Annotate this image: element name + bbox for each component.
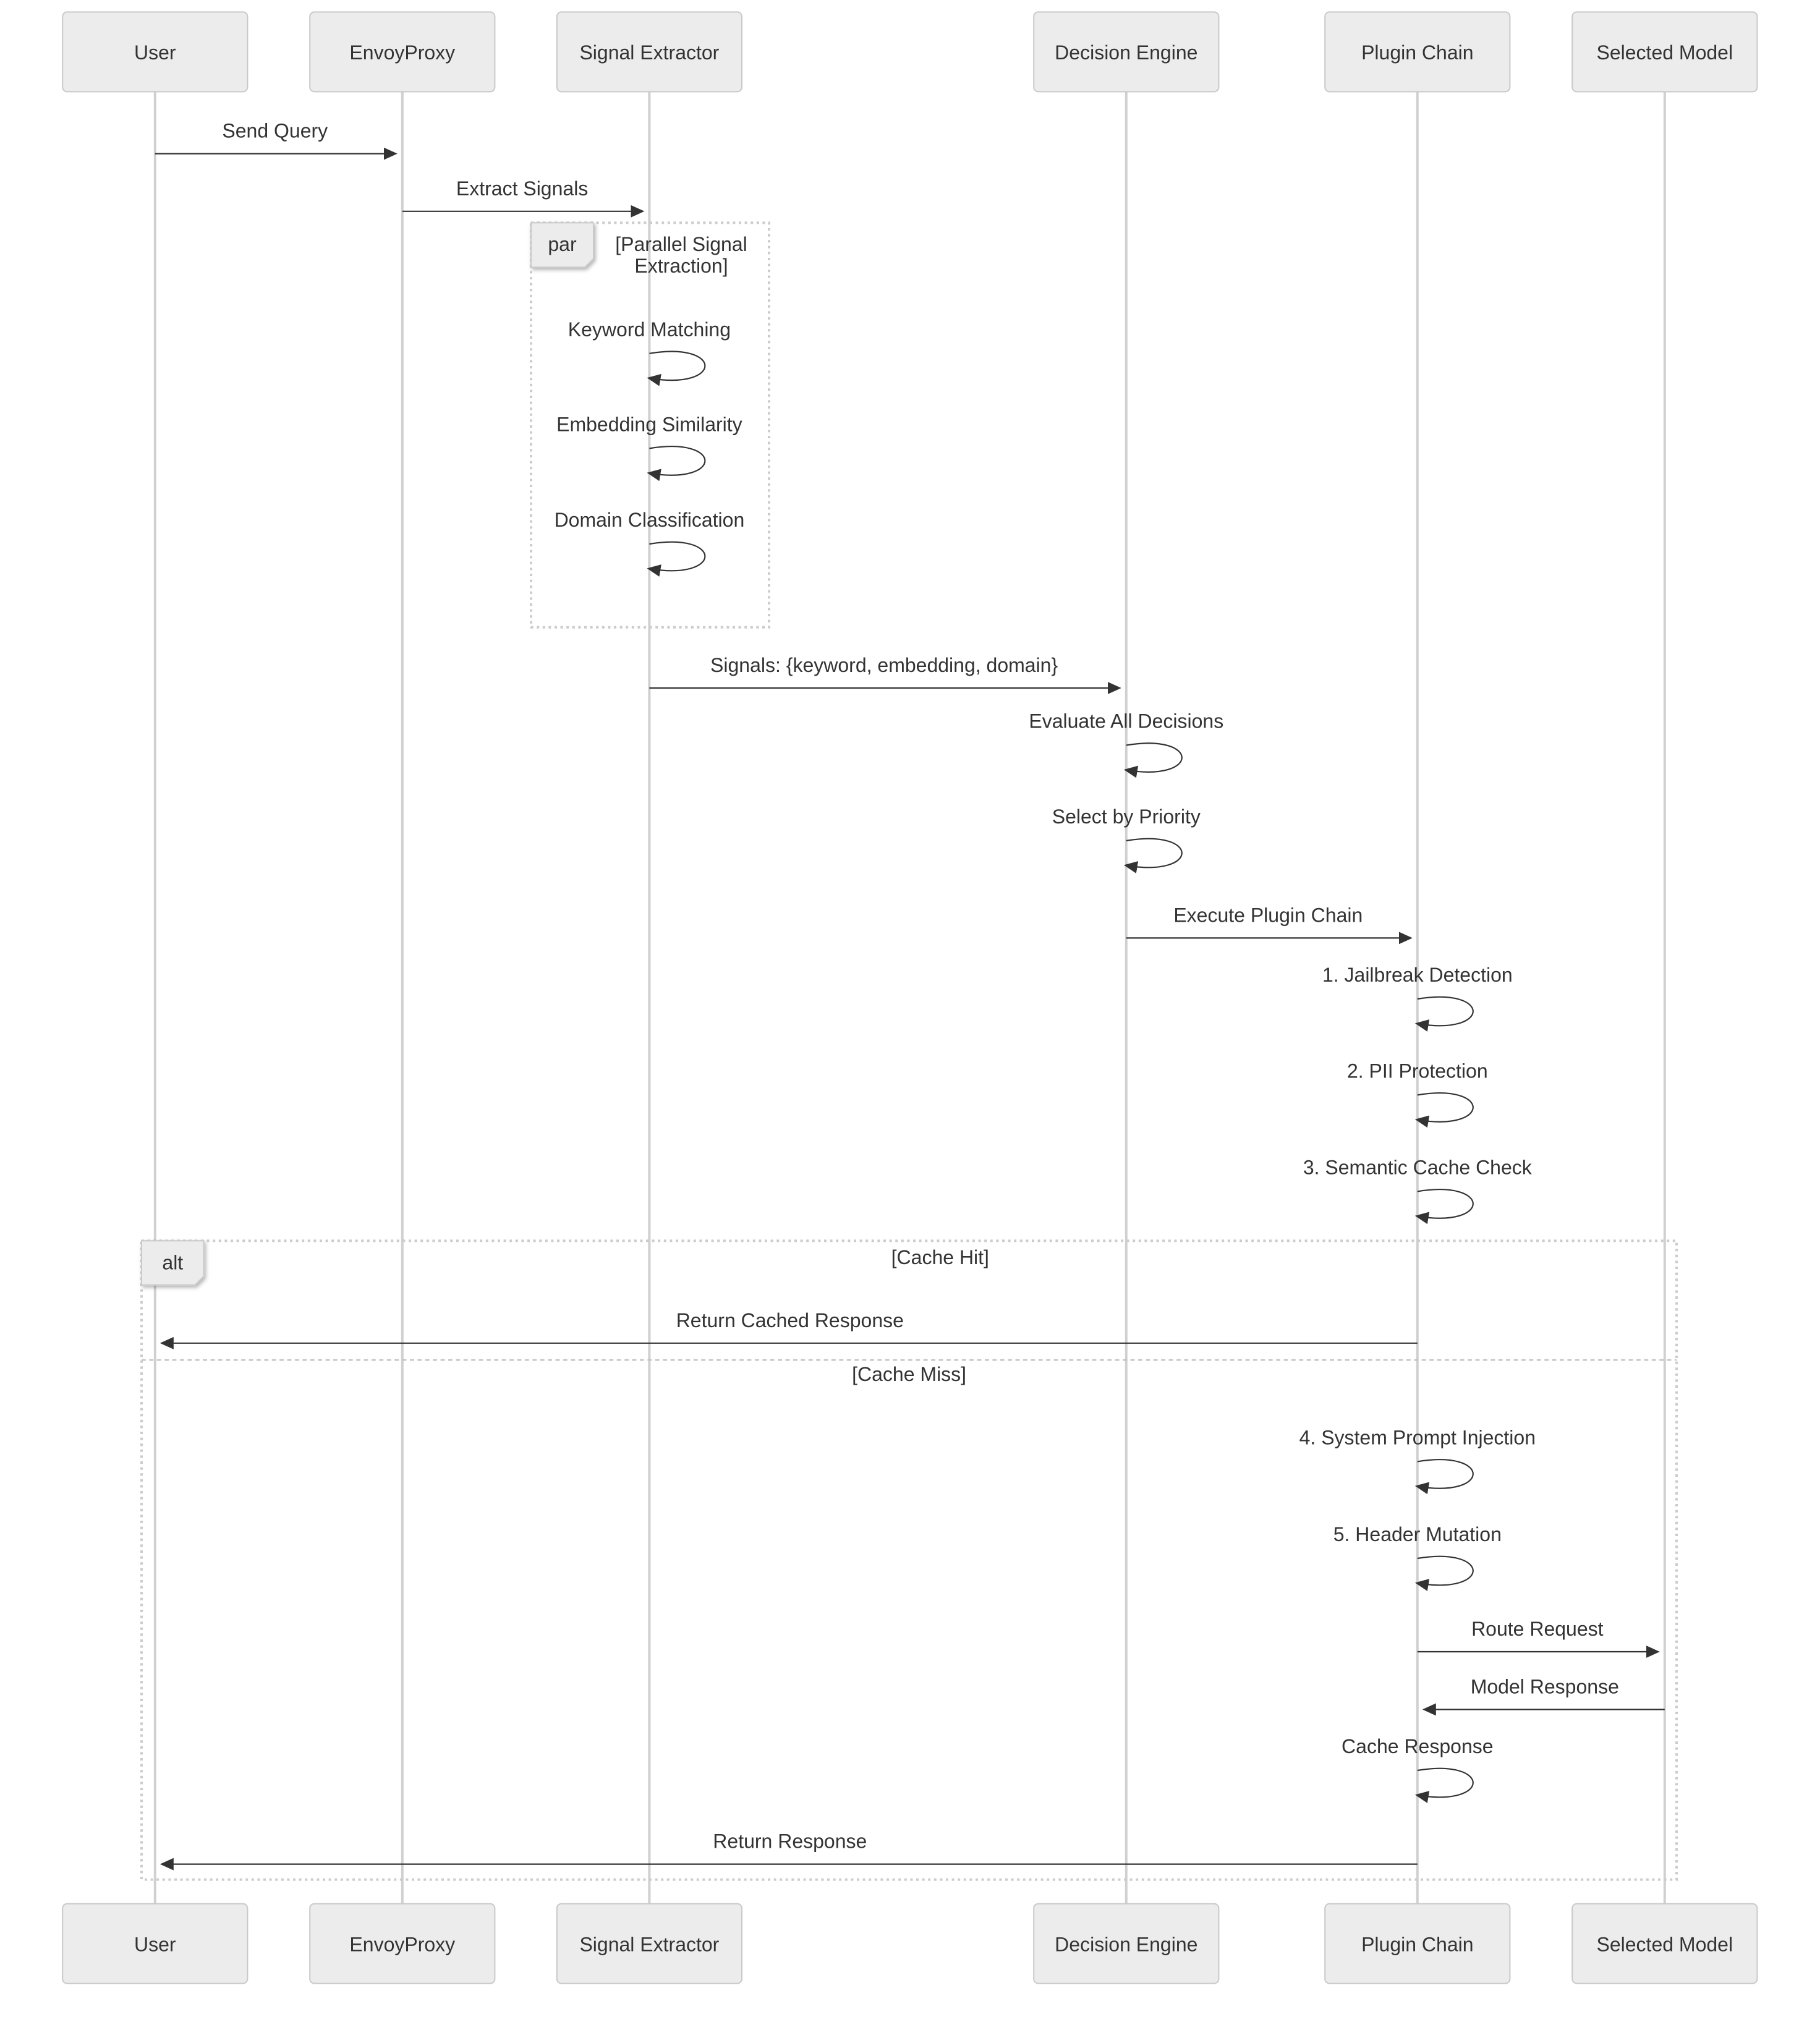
svg-text:4. System Prompt Injection: 4. System Prompt Injection [1299, 1426, 1536, 1448]
svg-text:par: par [548, 233, 577, 255]
svg-text:Plugin Chain: Plugin Chain [1361, 41, 1473, 64]
svg-text:Selected Model: Selected Model [1597, 41, 1733, 64]
svg-text:5. Header Mutation: 5. Header Mutation [1333, 1523, 1502, 1545]
svg-text:Embedding Similarity: Embedding Similarity [556, 413, 742, 435]
svg-text:Return Cached Response: Return Cached Response [676, 1309, 904, 1332]
svg-text:Evaluate All Decisions: Evaluate All Decisions [1029, 710, 1223, 733]
svg-text:Route Request: Route Request [1471, 1618, 1604, 1640]
svg-text:Decision Engine: Decision Engine [1055, 1933, 1197, 1955]
svg-text:[Parallel Signal: [Parallel Signal [615, 233, 747, 255]
svg-text:alt: alt [162, 1252, 183, 1274]
svg-text:Send Query: Send Query [222, 120, 328, 142]
svg-text:1. Jailbreak Detection: 1. Jailbreak Detection [1322, 964, 1513, 986]
svg-text:3. Semantic Cache Check: 3. Semantic Cache Check [1303, 1156, 1533, 1178]
svg-text:EnvoyProxy: EnvoyProxy [349, 41, 455, 64]
svg-text:EnvoyProxy: EnvoyProxy [349, 1933, 455, 1955]
svg-text:Return Response: Return Response [713, 1830, 867, 1853]
svg-text:2. PII Protection: 2. PII Protection [1347, 1060, 1488, 1082]
svg-text:Signals: {keyword, embedding,: Signals: {keyword, embedding, domain} [710, 654, 1058, 676]
svg-text:Extract Signals: Extract Signals [456, 177, 588, 200]
svg-text:Extraction]: Extraction] [634, 255, 728, 277]
svg-text:Selected Model: Selected Model [1597, 1933, 1733, 1955]
svg-text:[Cache Miss]: [Cache Miss] [852, 1363, 966, 1385]
svg-text:Decision Engine: Decision Engine [1055, 41, 1197, 64]
svg-text:Execute Plugin Chain: Execute Plugin Chain [1173, 904, 1363, 926]
svg-text:Domain Classification: Domain Classification [555, 509, 745, 531]
svg-text:Plugin Chain: Plugin Chain [1361, 1933, 1473, 1955]
svg-text:Keyword Matching: Keyword Matching [568, 318, 731, 341]
svg-text:[Cache Hit]: [Cache Hit] [891, 1246, 989, 1268]
svg-text:Signal Extractor: Signal Extractor [579, 41, 719, 64]
svg-text:User: User [134, 41, 176, 64]
svg-text:Cache Response: Cache Response [1342, 1735, 1493, 1757]
svg-text:Model Response: Model Response [1471, 1675, 1619, 1697]
svg-text:User: User [134, 1933, 176, 1955]
svg-text:Signal Extractor: Signal Extractor [579, 1933, 719, 1955]
svg-text:Select by Priority: Select by Priority [1052, 805, 1201, 828]
